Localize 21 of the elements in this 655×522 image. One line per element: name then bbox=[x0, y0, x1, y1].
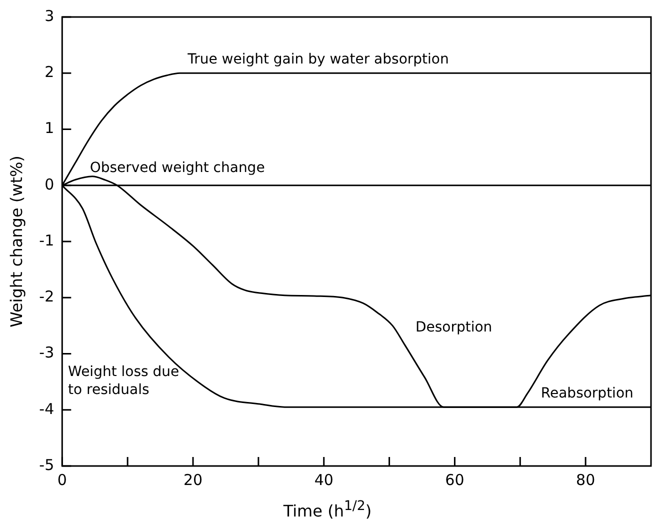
y-tick-label: -1 bbox=[39, 231, 54, 250]
y-tick-label: -2 bbox=[39, 288, 54, 306]
annotation: Weight loss due to residuals bbox=[68, 364, 180, 398]
y-axis-title: Weight change (wt%) bbox=[6, 156, 26, 328]
y-tick-label: 3 bbox=[44, 6, 54, 25]
annotation: Reabsorption bbox=[540, 385, 634, 402]
annotation: Observed weight change bbox=[90, 160, 265, 176]
y-tick-label: -5 bbox=[39, 456, 54, 474]
x-tick-label: 80 bbox=[576, 470, 596, 489]
y-tick-label: 0 bbox=[44, 175, 54, 194]
x-tick-label: 0 bbox=[57, 470, 67, 489]
y-tick-label: 1 bbox=[44, 119, 54, 138]
x-tick-label: 60 bbox=[445, 470, 464, 489]
annotation: Desorption bbox=[415, 319, 492, 336]
y-tick-label: 2 bbox=[44, 63, 54, 82]
x-tick-label: 20 bbox=[183, 470, 203, 489]
x-axis-title: Time (h$^{1/2}$) bbox=[282, 498, 373, 520]
y-tick-label: -4 bbox=[39, 400, 54, 418]
annotation: True weight gain by water absorption bbox=[186, 52, 449, 68]
x-tick-label: 40 bbox=[314, 470, 334, 489]
y-tick-label: -3 bbox=[39, 344, 54, 362]
